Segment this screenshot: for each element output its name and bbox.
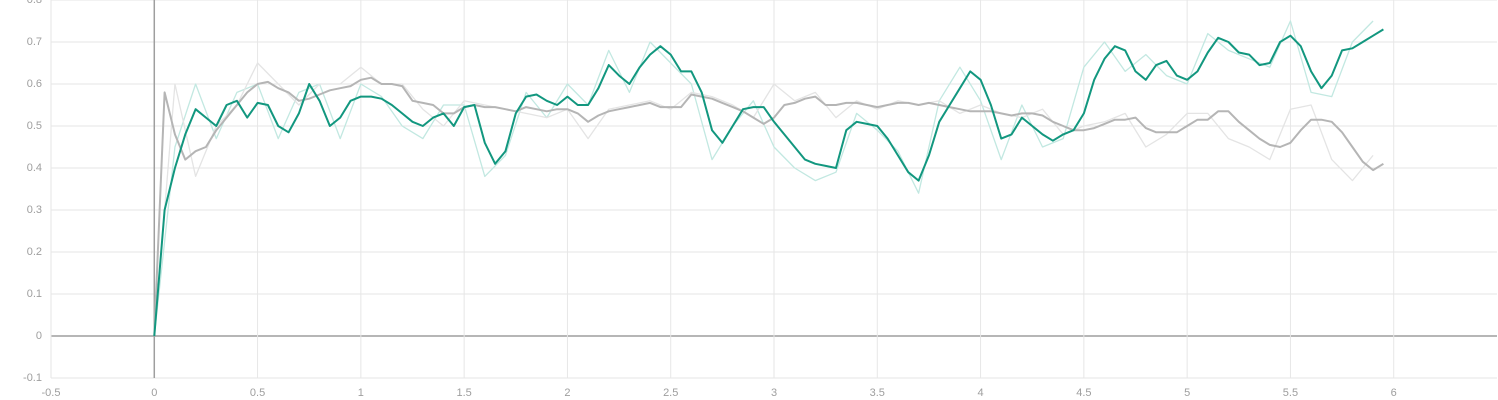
x-tick-label: 0.5	[250, 387, 265, 399]
x-tick-label: 1.5	[456, 387, 471, 399]
x-tick-label: -0.5	[42, 387, 61, 399]
y-tick-label: 0.2	[27, 246, 42, 258]
y-tick-label: 0	[36, 330, 42, 342]
x-tick-label: 4.5	[1076, 387, 1091, 399]
series-line	[153, 20, 1374, 337]
x-tick-label: 0	[151, 387, 157, 399]
series-line	[153, 28, 1384, 337]
x-tick-label: 2.5	[663, 387, 678, 399]
y-tick-label: 0.6	[27, 78, 42, 90]
x-tick-label: 2	[564, 387, 570, 399]
series-line	[153, 76, 1384, 337]
x-tick-label: 3	[771, 387, 777, 399]
y-tick-label: 0.4	[27, 162, 42, 174]
x-tick-label: 5.5	[1283, 387, 1298, 399]
y-tick-label: 0.7	[27, 36, 42, 48]
x-tick-label: 3.5	[870, 387, 885, 399]
y-tick-label: 0.1	[27, 288, 42, 300]
x-tick-label: 4	[978, 387, 984, 399]
y-tick-label: 0.8	[27, 0, 42, 6]
y-tick-label: -0.1	[23, 372, 42, 384]
x-tick-label: 5	[1184, 387, 1190, 399]
x-tick-label: 6	[1391, 387, 1397, 399]
y-tick-label: 0.5	[27, 120, 42, 132]
series-line	[153, 62, 1374, 337]
x-tick-label: 1	[358, 387, 364, 399]
y-tick-label: 0.3	[27, 204, 42, 216]
